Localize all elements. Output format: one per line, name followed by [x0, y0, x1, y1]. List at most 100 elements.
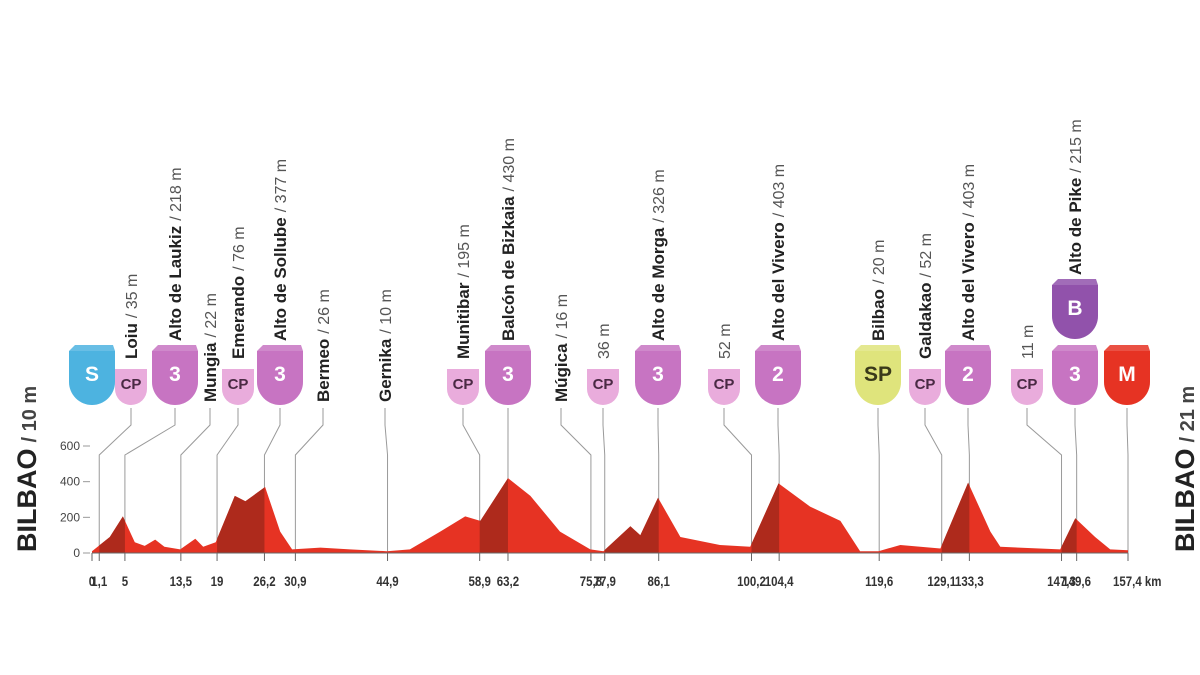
waypoint-label: Galdakao / 52 m [916, 233, 935, 359]
badge-label: 2 [962, 363, 974, 386]
badge-label: CP [453, 376, 474, 393]
badge-label: 3 [169, 363, 181, 386]
badge [909, 369, 941, 405]
waypoint-elevation: / 403 m [961, 164, 978, 217]
waypoint-name: Bilbao [869, 289, 888, 341]
waypoint-elevation: / 20 m [871, 240, 888, 284]
leader-line [216, 408, 239, 553]
leader-line [560, 408, 592, 553]
badge-label: 3 [1069, 363, 1081, 386]
waypoint-elevation: 11 m [1020, 325, 1037, 359]
leader-line [1074, 408, 1078, 553]
waypoint-name: Munitibar [454, 282, 473, 359]
y-tick-label: 200 [60, 510, 80, 524]
badge-label: M [1118, 363, 1136, 386]
leader-line [1126, 408, 1129, 553]
waypoint-label: 11 m [1020, 325, 1037, 359]
leader-line [462, 408, 481, 553]
waypoint-name: Alto de Laukiz [166, 226, 185, 341]
badge-label: SP [864, 363, 892, 386]
badge-label: B [1067, 297, 1082, 320]
x-tick-label: 44,9 [376, 573, 398, 589]
badge [587, 369, 619, 405]
finish-name: BILBAO [1170, 449, 1200, 553]
x-tick-label: 119,6 [865, 573, 893, 589]
badge [755, 351, 801, 405]
leader-line [602, 408, 606, 553]
waypoint-label: Alto de Sollube / 377 m [271, 159, 290, 341]
badge-tab [755, 345, 801, 351]
badge-tab [635, 345, 681, 351]
badge-label: CP [915, 376, 936, 393]
badge [447, 369, 479, 405]
waypoint-label: Alto de Laukiz / 218 m [166, 167, 185, 341]
waypoint-label: Múgica / 16 m [552, 294, 571, 402]
leader-line [924, 408, 943, 553]
badge [485, 351, 531, 405]
waypoint-name: Mungia [201, 342, 220, 402]
x-tick-label: 100,2 [737, 573, 766, 589]
waypoint-label: Emerando / 76 m [229, 226, 248, 359]
badge-label: CP [121, 376, 142, 393]
waypoint-name: Múgica [552, 343, 571, 402]
x-tick-label: 26,2 [253, 573, 275, 589]
leader-line [384, 408, 389, 553]
waypoint-name: Balcón de Bizkaia [499, 196, 518, 341]
badge [635, 351, 681, 405]
waypoint-label: 52 m [717, 323, 734, 359]
badge [855, 351, 901, 405]
badge-label: 2 [772, 363, 784, 386]
y-tick-label: 600 [60, 439, 80, 453]
leader-line [1026, 408, 1063, 553]
badge [222, 369, 254, 405]
waypoint-elevation: / 10 m [378, 289, 395, 333]
waypoint-elevation: / 195 m [456, 224, 473, 277]
waypoint-elevation: / 430 m [501, 138, 518, 191]
badge-label: 3 [502, 363, 514, 386]
waypoint-label: Alto de Pike / 215 m [1066, 119, 1085, 275]
waypoint-name: Emerando [229, 276, 248, 359]
waypoint-elevation: 36 m [596, 323, 613, 359]
waypoint-elevation: / 16 m [554, 294, 571, 338]
waypoint-elevation: 52 m [717, 323, 734, 359]
badge [1052, 351, 1098, 405]
waypoint-label: Mungia / 22 m [201, 293, 220, 402]
x-tick-label: 5 [122, 573, 128, 589]
elevation-area [92, 478, 1128, 553]
y-tick-label: 400 [60, 475, 80, 489]
badge-label: CP [714, 376, 735, 393]
y-tick-label: 0 [73, 546, 80, 560]
badge [69, 351, 115, 405]
badge-tab [485, 345, 531, 351]
waypoint-elevation: / 377 m [273, 159, 290, 212]
badge-label: S [85, 363, 99, 386]
leader-line [124, 408, 176, 553]
waypoint-elevation: / 215 m [1068, 119, 1085, 172]
badge [257, 351, 303, 405]
leader-line [98, 408, 132, 553]
badge [1052, 285, 1098, 339]
leader-line [877, 408, 880, 553]
waypoint-name: Alto de Sollube [271, 217, 290, 341]
x-tick-label: 157,4 km [1113, 573, 1161, 589]
x-tick-label: 19 [211, 573, 224, 589]
waypoint-name: Loiu [122, 323, 141, 359]
waypoint-label: Bilbao / 20 m [869, 240, 888, 341]
waypoint-name: Gernika [376, 338, 395, 402]
finish-elevation: / 21 m [1177, 386, 1199, 443]
x-tick-label: 77,9 [594, 573, 616, 589]
badge-tab [1052, 279, 1098, 285]
badge [708, 369, 740, 405]
badge-label: 3 [274, 363, 286, 386]
waypoint-name: Alto del Vivero [769, 222, 788, 341]
waypoint-elevation: / 35 m [124, 274, 141, 318]
finish-label: BILBAO / 21 m [1170, 386, 1200, 552]
x-tick-label: 75,8 [580, 573, 602, 589]
x-tick-label: 86,1 [648, 573, 670, 589]
leader-line [294, 408, 324, 553]
badge [1011, 369, 1043, 405]
waypoint-label: Alto de Morga / 326 m [649, 169, 668, 341]
waypoint-label: Gernika / 10 m [376, 289, 395, 402]
